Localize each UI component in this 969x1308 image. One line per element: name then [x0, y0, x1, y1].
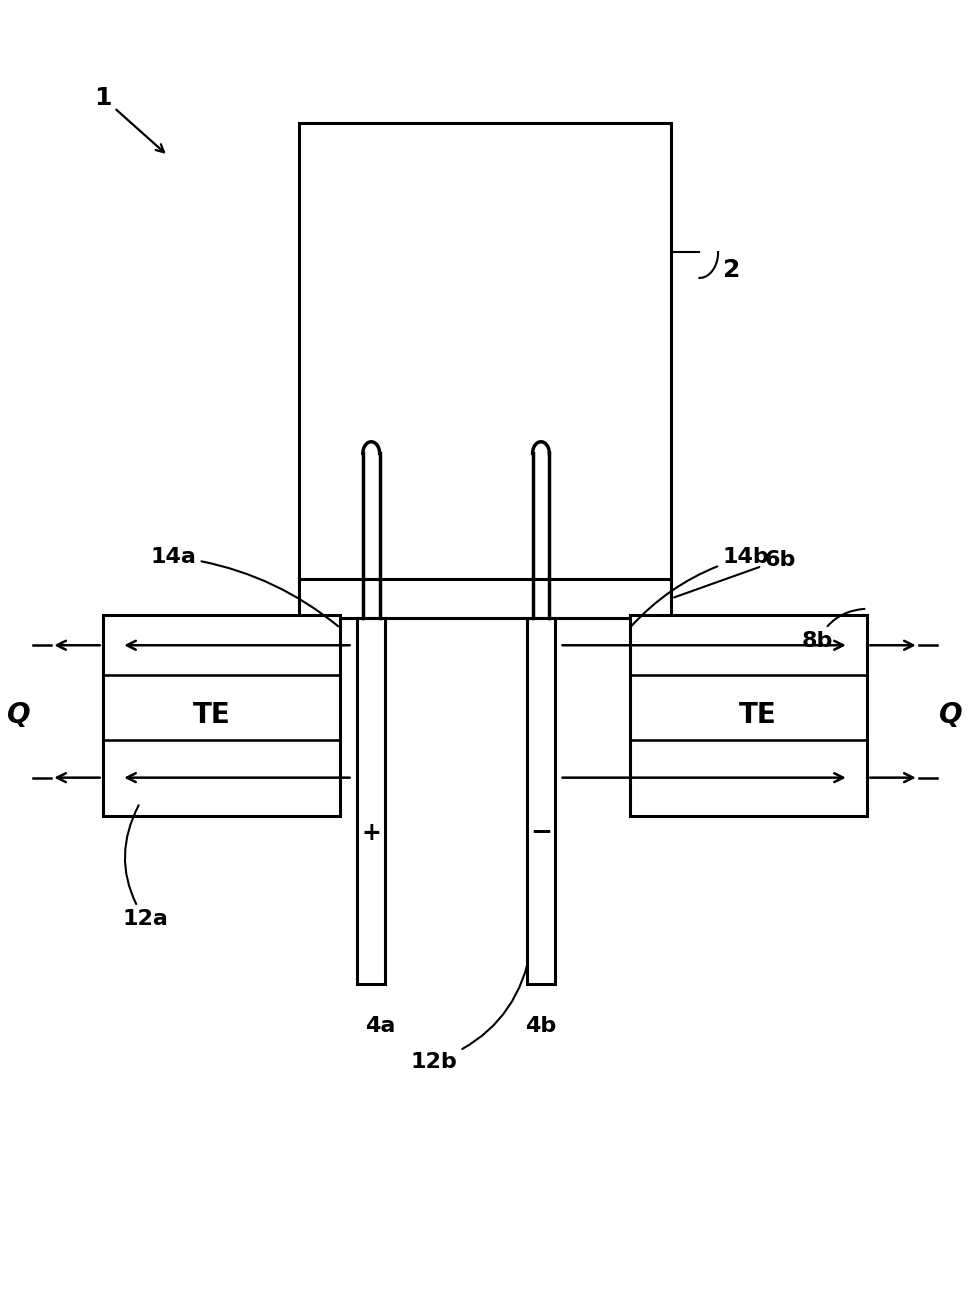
Text: 4a: 4a: [365, 1016, 395, 1036]
Bar: [357, 617, 385, 984]
Text: Q: Q: [7, 701, 31, 730]
Text: +: +: [361, 821, 381, 845]
Bar: [298, 579, 671, 617]
Text: TE: TE: [193, 701, 231, 730]
Text: −: −: [529, 820, 551, 846]
Text: 8b: 8b: [801, 608, 863, 651]
Bar: [103, 615, 340, 816]
Text: Q: Q: [938, 701, 962, 730]
Bar: [629, 615, 866, 816]
Text: 14b: 14b: [631, 547, 768, 627]
Bar: [298, 123, 671, 583]
Text: 2: 2: [722, 259, 739, 283]
Text: 12a: 12a: [122, 806, 168, 929]
Text: 6b: 6b: [673, 549, 796, 598]
Text: 12b: 12b: [410, 948, 531, 1071]
Text: 1: 1: [94, 85, 164, 152]
Text: 4b: 4b: [525, 1016, 556, 1036]
Text: 14a: 14a: [150, 547, 338, 627]
Text: TE: TE: [738, 701, 776, 730]
Bar: [526, 617, 554, 984]
